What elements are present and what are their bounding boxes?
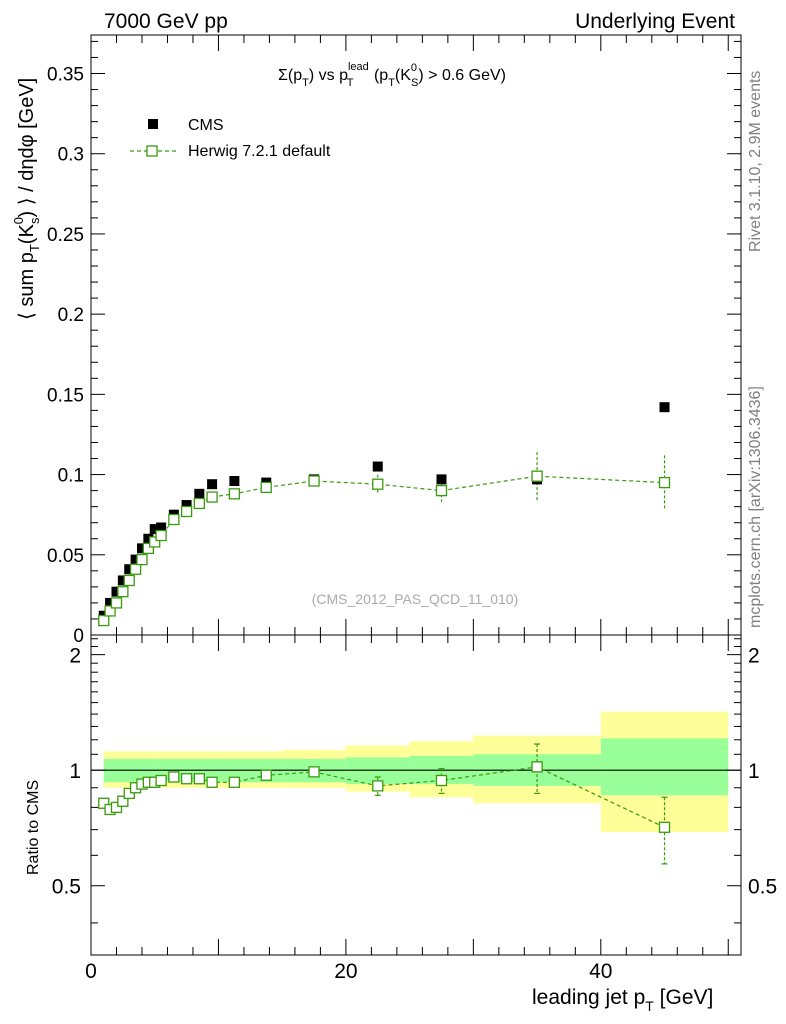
herwig-point: [372, 478, 384, 490]
ratio-y-tick-label-right: 1: [748, 760, 760, 783]
ratio-herwig-point: [123, 787, 135, 800]
cms-point: [181, 500, 192, 511]
ratio-herwig-point: [308, 766, 320, 778]
herwig-point: [180, 505, 193, 518]
ratio-herwig-point: [658, 821, 671, 833]
herwig-point: [435, 484, 448, 497]
herwig-point: [531, 470, 543, 482]
cms-point: [130, 554, 141, 565]
mcplots-label: mcplots.cern.ch [arXiv:1306.3436]: [747, 386, 764, 628]
ratio-herwig-point: [435, 774, 448, 787]
analysis-watermark: (CMS_2012_PAS_QCD_11_010): [312, 591, 519, 607]
ratio-y-tick-label: 1: [69, 760, 81, 783]
y-axis-label-main: ⟨ sum pT(K0s) ⟩ / dηdφ [GeV]: [11, 78, 42, 320]
herwig-point: [155, 529, 167, 542]
cms-point: [156, 522, 167, 533]
cms-point: [124, 564, 135, 575]
herwig-point: [110, 597, 123, 609]
ratio-y-tick-label: 2: [69, 645, 81, 668]
uncertainty-band-inner: [600, 738, 729, 796]
ratio-herwig-point: [168, 771, 180, 783]
herwig-point: [149, 536, 161, 548]
cms-point: [149, 524, 160, 535]
ratio-herwig-point: [372, 780, 384, 792]
y-tick-label: 0.15: [47, 385, 84, 406]
ratio-herwig-point: [531, 761, 543, 773]
rivet-version-label: Rivet 3.1.10, 2.9M events: [747, 70, 764, 252]
x-axis-label: leading jet pT [GeV]: [532, 986, 713, 1014]
cms-point: [659, 402, 670, 413]
cms-point: [105, 597, 116, 608]
cms-point: [194, 488, 205, 499]
herwig-point: [228, 488, 241, 500]
ratio-herwig-point: [193, 773, 205, 785]
ratio-y-tick-label: 0.5: [52, 876, 81, 899]
x-tick-label: 20: [334, 960, 357, 983]
ratio-herwig-point: [180, 773, 193, 785]
y-tick-label: 0.1: [58, 466, 84, 487]
svg-text:leading jet pT [GeV]: leading jet pT [GeV]: [532, 986, 713, 1014]
cms-point: [136, 543, 147, 554]
x-tick-label: 40: [589, 960, 612, 983]
ratio-herwig-point: [117, 795, 129, 807]
cms-point: [117, 575, 128, 586]
legend-herwig-marker: [146, 145, 158, 157]
herwig-point: [206, 491, 218, 503]
herwig-point: [142, 542, 155, 555]
herwig-point: [658, 476, 671, 489]
herwig-point: [136, 553, 148, 566]
cms-point: [436, 474, 447, 485]
ratio-y-tick-label-right: 2: [748, 645, 760, 668]
herwig-point: [308, 475, 320, 487]
ratio-y-tick-label-right: 0.5: [748, 876, 777, 899]
cms-point: [143, 533, 154, 544]
legend-herwig-label: Herwig 7.2.1 default: [188, 143, 331, 160]
herwig-point: [98, 614, 110, 627]
ratio-herwig-point: [260, 769, 272, 781]
herwig-point: [260, 481, 272, 494]
y-tick-label: 0: [73, 626, 84, 647]
ratio-herwig-line: [103, 766, 665, 828]
herwig-point: [168, 513, 180, 526]
ratio-herwig-point: [206, 776, 218, 788]
ratio-herwig-point: [155, 774, 167, 787]
y-tick-label: 0.35: [47, 65, 84, 86]
svg-text:⟨ sum pT(K0s) ⟩ / dηdφ [GeV]: ⟨ sum pT(K0s) ⟩ / dηdφ [GeV]: [11, 78, 42, 320]
cms-point: [372, 461, 383, 472]
herwig-point: [123, 574, 135, 587]
legend-cms-marker: [148, 119, 158, 129]
plot-label: Σ(pT) vs plead T (pT(K0 S) > 0.6 GeV): [278, 61, 506, 89]
ratio-herwig-point: [98, 797, 110, 809]
cms-point: [229, 475, 240, 486]
ratio-herwig-point: [110, 801, 123, 814]
herwig-point: [104, 605, 116, 617]
cms-point: [111, 586, 122, 597]
herwig-point: [193, 497, 205, 510]
ratio-plot-frame: [90, 634, 742, 956]
y-tick-label: 0.25: [47, 225, 84, 246]
y-tick-label: 0.05: [47, 546, 84, 567]
y-axis-label-ratio: Ratio to CMS: [25, 780, 42, 875]
herwig-point: [117, 586, 129, 598]
header-right: Underlying Event: [575, 10, 735, 33]
header-left: 7000 GeV pp: [104, 10, 228, 33]
y-tick-label: 0.2: [58, 305, 84, 326]
legend-cms-label: CMS: [188, 117, 224, 134]
x-tick-label: 0: [85, 960, 97, 983]
legend: CMS Herwig 7.2.1 default: [130, 117, 331, 160]
y-tick-label: 0.3: [58, 145, 84, 166]
cms-point: [207, 479, 218, 490]
herwig-point: [129, 563, 142, 575]
ratio-herwig-point: [228, 776, 241, 788]
